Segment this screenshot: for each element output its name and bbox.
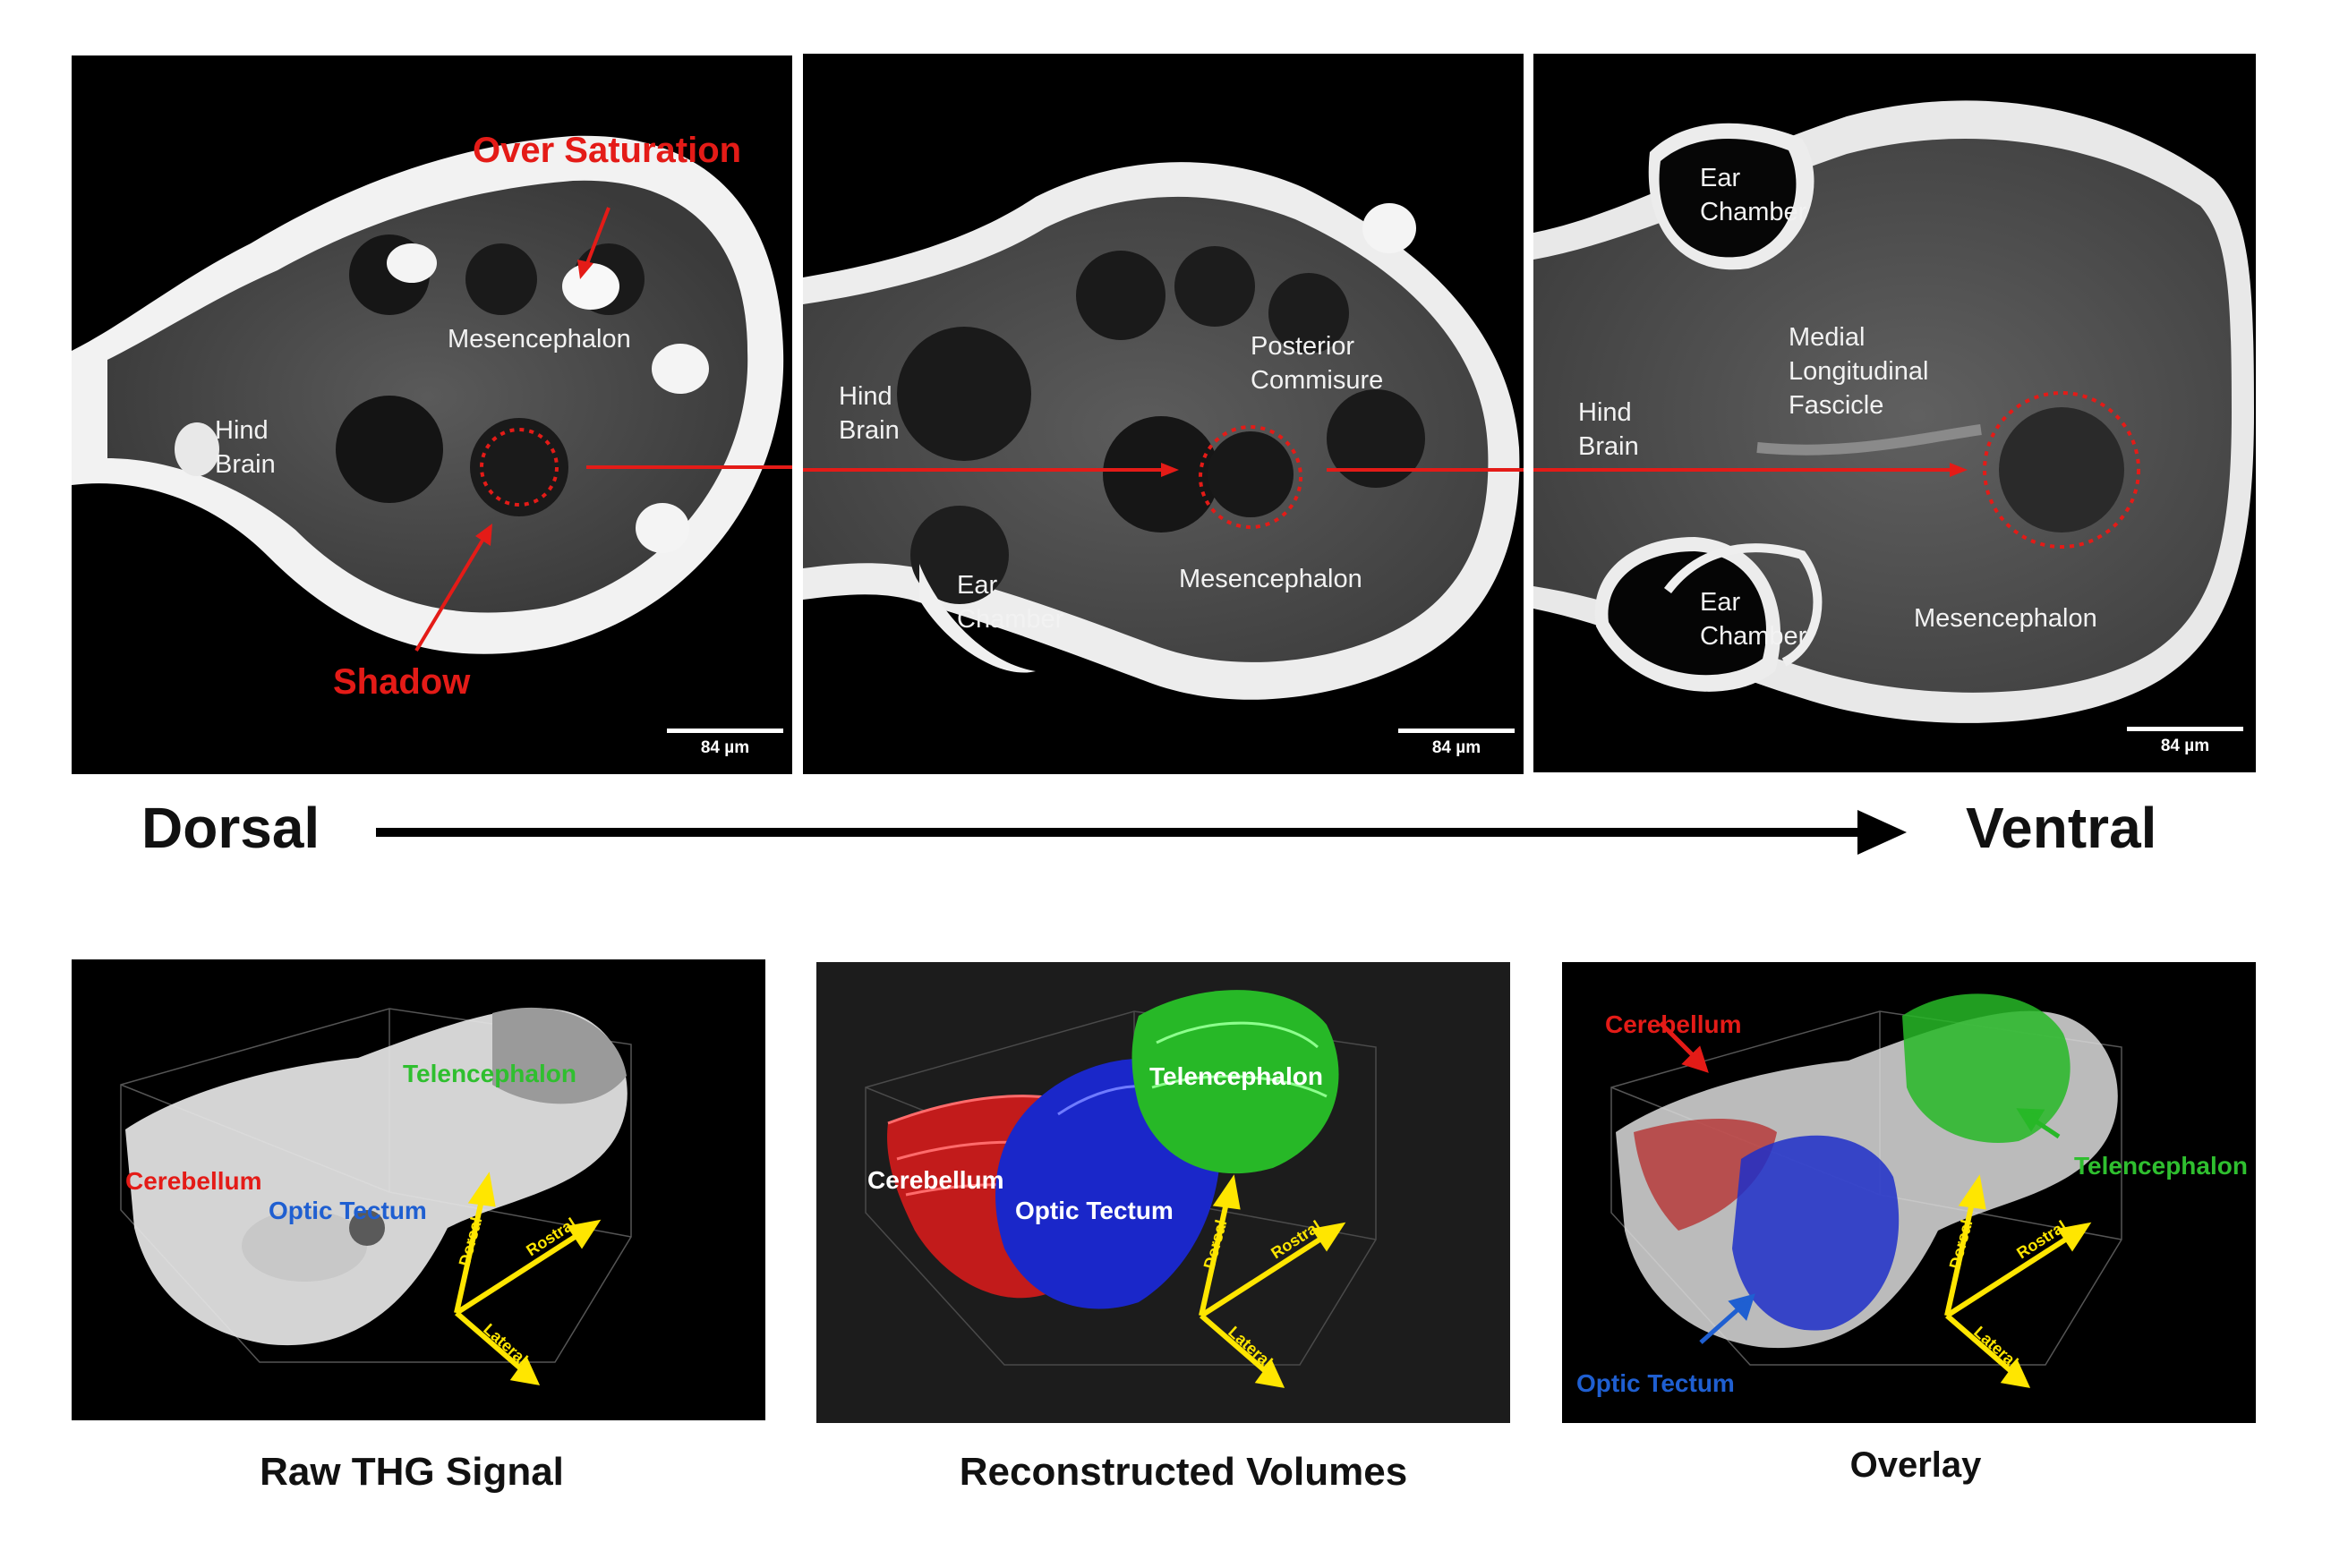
ear-chamber-label: Ear Chamber — [957, 571, 1064, 634]
raw-thg-volume-image: Telencephalon Cerebellum Optic Tectum Do… — [72, 959, 765, 1420]
dorsal-label: Dorsal — [141, 796, 320, 860]
scale-bar: 84 µm — [667, 729, 783, 758]
ear-chamber-bottom-label: Ear Chamber — [1700, 588, 1807, 651]
dorsal-slice-graphic — [72, 135, 792, 654]
reconstructed-volume-graphic — [865, 990, 1377, 1388]
cerebellum-label: Cerebellum — [125, 1167, 262, 1195]
reconstructed-volume-image: Telencephalon Cerebellum Optic Tectum Do… — [816, 962, 1510, 1423]
ear-chamber-top-label: Ear Chamber — [1700, 164, 1807, 226]
raw-thg-volume-graphic — [120, 1007, 632, 1385]
middle-slice-image: Hind Brain Posterior Commisure Mesenceph… — [803, 54, 1524, 774]
cerebellum-label: Cerebellum — [867, 1166, 1004, 1194]
shadow-label: Shadow — [333, 662, 471, 702]
optic-tectum-label: Optic Tectum — [1576, 1369, 1735, 1397]
ventral-slice-graphic — [1533, 100, 2254, 723]
telencephalon-label: Telencephalon — [1149, 1062, 1323, 1090]
scale-bar-label: 84 µm — [2160, 737, 2210, 755]
telencephalon-label: Telencephalon — [403, 1060, 576, 1087]
optic-tectum-label: Optic Tectum — [1015, 1197, 1174, 1224]
posterior-commisure-label: Posterior Commisure — [1251, 332, 1384, 395]
reconstructed-volumes-caption: Reconstructed Volumes — [959, 1450, 1408, 1494]
cerebellum-label: Cerebellum — [1605, 1010, 1742, 1038]
ventral-label: Ventral — [1966, 796, 2157, 860]
hind-brain-label: Hind Brain — [839, 382, 900, 445]
scale-bar-line — [2127, 727, 2243, 731]
telencephalon-label: Telencephalon — [2074, 1152, 2248, 1180]
hind-brain-label: Hind Brain — [215, 416, 276, 479]
scale-bar: 84 µm — [2127, 727, 2243, 756]
over-saturation-label: Over Saturation — [473, 131, 742, 170]
scale-bar-line — [667, 729, 783, 733]
overlay-volume-graphic — [1610, 993, 2122, 1388]
hind-brain-label: Hind Brain — [1578, 398, 1639, 461]
optic-tectum-label: Optic Tectum — [269, 1197, 427, 1224]
mesencephalon-label: Mesencephalon — [1179, 565, 1362, 593]
scale-bar-label: 84 µm — [700, 738, 750, 757]
mesencephalon-label: Mesencephalon — [448, 325, 631, 354]
middle-slice-graphic — [803, 162, 1524, 700]
overlay-volume-image: Cerebellum Telencephalon Optic Tectum Do… — [1562, 962, 2256, 1423]
dorsal-ventral-arrow — [376, 810, 1907, 855]
scale-bar: 84 µm — [1398, 729, 1515, 758]
raw-thg-caption: Raw THG Signal — [260, 1450, 564, 1494]
mesencephalon-label: Mesencephalon — [1914, 604, 2097, 633]
overlay-caption: Overlay — [1849, 1445, 1982, 1485]
medial-longitudinal-fascicle-label: Medial Longitudinal Fascicle — [1789, 323, 1929, 420]
scale-bar-label: 84 µm — [1431, 738, 1481, 757]
scale-bar-line — [1398, 729, 1515, 733]
ventral-slice-image: Ear Chamber Medial Longitudinal Fascicle… — [1533, 54, 2256, 772]
dorsal-slice-image: Over Saturation Mesencephalon Hind Brain… — [72, 55, 792, 774]
